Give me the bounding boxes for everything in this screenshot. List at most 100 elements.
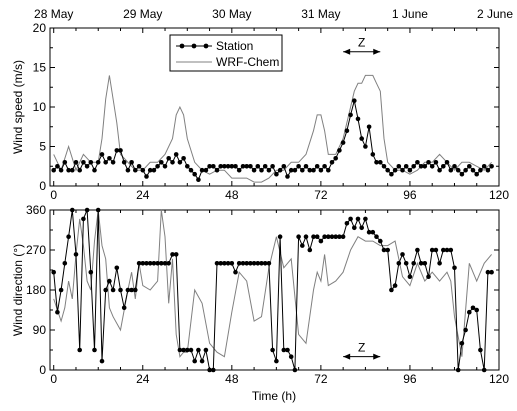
- wind-speed-station-point: [92, 167, 97, 173]
- wind-speed-station-point: [159, 160, 164, 165]
- wind-speed-station-point: [81, 160, 86, 165]
- wind-direction-station-point: [218, 261, 223, 266]
- wind-speed-series: [51, 74, 494, 183]
- wind-speed-station-point: [322, 164, 327, 169]
- wind-direction-station-point: [62, 261, 68, 266]
- wind-speed-station-point: [270, 164, 275, 169]
- wind-direction-y-tick-label: 360: [26, 203, 46, 217]
- wind-speed-station-point: [418, 164, 424, 169]
- wind-speed-station-point: [422, 164, 428, 169]
- wind-direction-station-point: [288, 354, 294, 360]
- wind-speed-station-point: [415, 160, 420, 165]
- wind-direction-station-point: [211, 367, 216, 373]
- wind-speed-station-point: [170, 160, 175, 165]
- wind-direction-annotation-arrow-right: [373, 353, 381, 360]
- wind-direction-station-point: [118, 287, 123, 293]
- wind-direction-plot-frame: [49, 209, 500, 371]
- wind-direction-station-point: [307, 247, 313, 253]
- wind-direction-station-point: [244, 261, 249, 266]
- wind-direction-station-point: [381, 247, 387, 253]
- legend-station-marker: [203, 43, 209, 49]
- wind-direction-station-point: [240, 261, 246, 266]
- wind-speed-station-point: [303, 164, 309, 169]
- wind-direction-series: [51, 207, 494, 373]
- wind-direction-station-point: [485, 269, 491, 275]
- wind-direction-station-point: [366, 229, 372, 235]
- wind-direction-station-point: [55, 309, 60, 315]
- wind-speed-station-point: [348, 112, 353, 118]
- wind-direction-station-point: [370, 229, 376, 235]
- wind-direction-station-point: [355, 216, 361, 222]
- wind-speed-station-point: [481, 164, 487, 169]
- wind-speed-station-point: [311, 167, 316, 173]
- wind-speed-annotation-label: Z: [358, 36, 365, 50]
- wind-speed-station-point: [233, 164, 238, 169]
- wind-speed-station-point: [95, 160, 101, 165]
- top-date-axis: 28 May 29 May 30 May 31 May 1 June 2 June: [34, 7, 513, 21]
- wind-speed-station-point: [266, 167, 272, 173]
- wind-speed-station-point: [374, 160, 379, 165]
- wind-direction-station-point: [322, 234, 327, 239]
- wind-direction-station-point: [474, 307, 480, 313]
- wind-direction-station-point: [426, 274, 431, 280]
- wind-direction-station-point: [329, 234, 335, 239]
- wind-speed-station-point: [136, 164, 142, 169]
- wind-speed-annotation: Z: [343, 36, 381, 55]
- wind-direction-x-tick-label: 0: [50, 372, 57, 386]
- wind-direction-station-point: [463, 327, 468, 333]
- wind-speed-x-tick-label: 72: [314, 188, 328, 202]
- wind-speed-station-point: [259, 167, 264, 173]
- wind-direction-station-point: [262, 261, 268, 266]
- wind-speed-station-point: [452, 164, 457, 169]
- wind-speed-station-point: [77, 167, 82, 173]
- wind-speed-station-point: [300, 167, 305, 173]
- legend-station-marker: [179, 43, 185, 49]
- wind-speed-station-point: [400, 167, 405, 173]
- wind-direction-station-point: [455, 367, 461, 373]
- wind-direction-station-point: [478, 347, 483, 353]
- wind-speed-station-point: [344, 128, 350, 133]
- wind-speed-station-point: [207, 164, 212, 169]
- wind-direction-station-point: [392, 283, 398, 288]
- wind-speed-station-point: [55, 164, 60, 169]
- wind-speed-station-point: [288, 167, 294, 173]
- wind-speed-station-point: [262, 164, 268, 169]
- wind-direction-station-point: [207, 367, 212, 373]
- wind-direction-wrf-chem-line: [53, 209, 492, 358]
- wind-direction-station-point: [181, 347, 186, 353]
- wind-speed-y-tick-label: 15: [33, 61, 47, 75]
- wind-speed-station-point: [281, 164, 287, 169]
- wind-direction-station-point: [140, 261, 146, 266]
- top-date-label: 29 May: [123, 7, 162, 21]
- wind-speed-station-point: [474, 171, 480, 177]
- wind-speed-annotation-arrow-left: [343, 48, 351, 55]
- wind-speed-station-point: [448, 167, 454, 173]
- wind-speed-y-axis-label: Wind speed (m/s): [11, 60, 25, 154]
- wind-direction-panel: 0 24 48 72 96 120 0 90 180 270 360 Z Wind directio…: [11, 203, 509, 403]
- wind-direction-station-point: [58, 287, 64, 293]
- wind-speed-station-point: [396, 164, 402, 169]
- wind-speed-station-point: [326, 167, 331, 173]
- wind-speed-station-point: [121, 160, 127, 165]
- wind-speed-station-point: [110, 160, 116, 165]
- wind-speed-station-point: [285, 174, 290, 179]
- wind-speed-axes: 0 24 48 72 96 120 0 5 10 15 20: [33, 21, 510, 202]
- wind-direction-station-point: [99, 358, 105, 364]
- wind-speed-station-point: [444, 160, 450, 165]
- wind-speed-station-point: [378, 160, 383, 165]
- x-axis-label: Time (h): [252, 389, 296, 403]
- wind-speed-station-point: [103, 160, 108, 165]
- wind-direction-station-point: [274, 358, 279, 364]
- wind-direction-station-point: [318, 238, 324, 244]
- wind-speed-station-point: [203, 167, 209, 173]
- wind-speed-station-point: [403, 164, 409, 169]
- wind-speed-station-point: [411, 164, 417, 169]
- wind-direction-station-point: [125, 287, 131, 293]
- wind-direction-station-point: [337, 234, 342, 239]
- wind-direction-station-point: [281, 347, 287, 353]
- wind-speed-station-point: [188, 167, 194, 173]
- wind-direction-station-point: [400, 252, 405, 257]
- wind-direction-station-point: [470, 305, 476, 311]
- wind-speed-station-point: [88, 160, 94, 165]
